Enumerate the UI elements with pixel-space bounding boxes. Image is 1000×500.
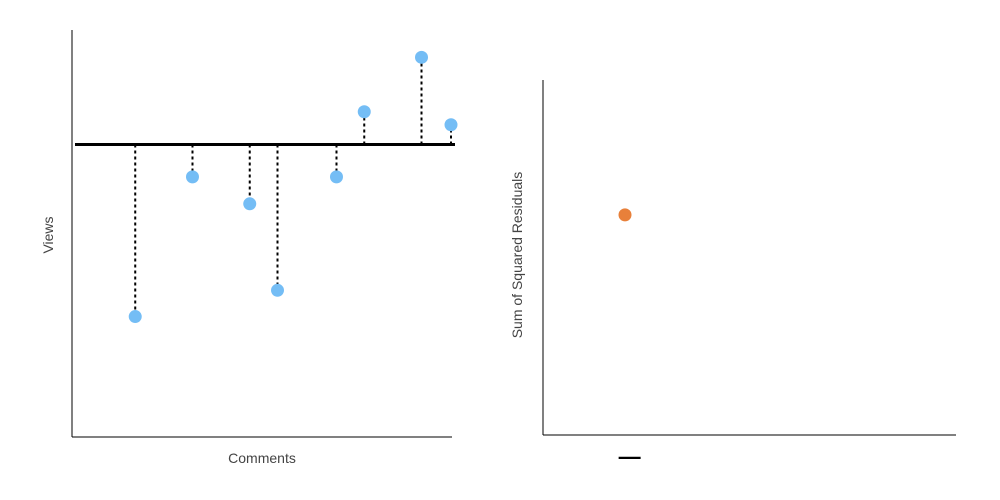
data-point — [329, 170, 343, 184]
x-axis-title: Comments — [228, 450, 296, 466]
data-point — [415, 50, 429, 64]
data-point — [444, 118, 458, 132]
ssr-axis-title: Sum of Squared Residuals — [509, 172, 525, 339]
data-point — [243, 197, 257, 211]
ssr-point — [618, 208, 632, 222]
data-points — [128, 50, 458, 324]
x-position-marker: — — [619, 444, 641, 469]
data-point — [357, 105, 371, 119]
y-axis-title: Views — [40, 216, 56, 253]
residual-lines — [134, 57, 452, 317]
data-point — [185, 170, 199, 184]
data-point — [128, 310, 142, 324]
ssr-points — [618, 208, 632, 222]
right-chart: Sum of Squared Residuals — — [509, 80, 956, 469]
left-chart: Comments Views — [40, 30, 458, 466]
data-point — [271, 283, 284, 297]
